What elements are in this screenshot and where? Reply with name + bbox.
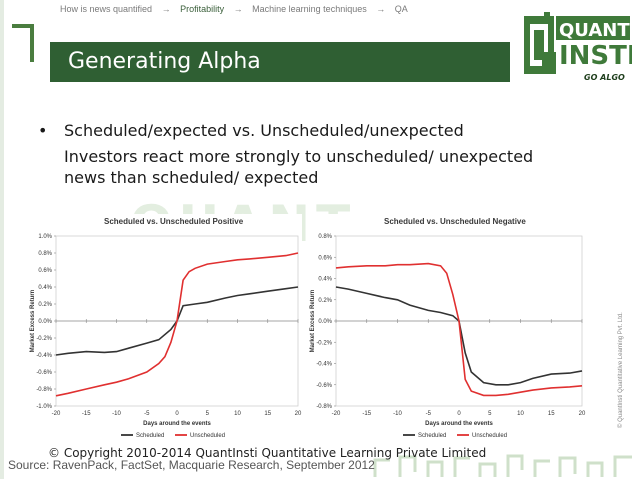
- legend-label: Unscheduled: [472, 433, 507, 439]
- breadcrumb-item-ml[interactable]: Machine learning techniques: [252, 4, 367, 14]
- chart-title: Scheduled vs. Unscheduled Negative: [384, 217, 526, 226]
- bullet-text: Scheduled/expected vs. Unscheduled/unexp…: [64, 121, 464, 140]
- x-tick-label: -20: [332, 411, 341, 417]
- decorative-pattern: [373, 454, 632, 477]
- y-tick-label: -0.4%: [316, 362, 332, 368]
- y-tick-label: -0.8%: [316, 404, 332, 410]
- chart-positive-svg: 1.0% 0.8% 0.6% 0.4% 0.2% 0.0% -0.2% -0.4% -0.6% -…: [30, 234, 302, 439]
- breadcrumb-item-profitability[interactable]: Profitability: [180, 4, 225, 14]
- left-accent-strip: [0, 0, 4, 479]
- chart-negative: Scheduled vs. Unscheduled Negative 0.8% 0…: [306, 214, 588, 446]
- y-axis-label: Market Excess Return: [30, 289, 36, 352]
- x-tick-label: 10: [517, 411, 524, 417]
- bullet-item: • Scheduled/expected vs. Unscheduled/une…: [38, 120, 598, 141]
- bullet-block: • Scheduled/expected vs. Unscheduled/une…: [38, 120, 598, 188]
- side-copyright-text: © QuantInsti Quantitative Learning Pvt. …: [617, 312, 624, 428]
- y-tick-label: 0.8%: [38, 251, 52, 257]
- y-tick-label: 0.4%: [38, 285, 52, 291]
- side-copyright: © QuantInsti Quantitative Learning Pvt. …: [617, 312, 624, 428]
- breadcrumb-item-qa[interactable]: QA: [394, 4, 408, 14]
- series-line-unscheduled: [335, 262, 583, 397]
- y-tick-label: 0.0%: [318, 319, 332, 325]
- y-tick-label: -0.8%: [36, 387, 52, 393]
- x-tick-label: 20: [295, 411, 302, 417]
- x-tick-label: 15: [548, 411, 555, 417]
- y-tick-label: -0.2%: [36, 336, 52, 342]
- corner-bracket-icon: [12, 24, 34, 62]
- y-tick-label: 1.0%: [38, 234, 52, 240]
- sub-text-line-2: news than scheduled/ expected: [64, 168, 319, 187]
- logo-text-insti: INSTI: [559, 41, 632, 71]
- x-tick-label: 10: [234, 411, 241, 417]
- y-tick-label: -0.2%: [316, 340, 332, 346]
- breadcrumb-item-news[interactable]: How is news quantified: [60, 4, 153, 14]
- y-tick-label: -0.6%: [36, 370, 52, 376]
- series-line-scheduled: [335, 286, 583, 386]
- logo-text-quant: QUANT: [559, 20, 630, 41]
- y-tick-label: -1.0%: [36, 404, 52, 410]
- legend-label: Scheduled: [418, 433, 446, 439]
- copyright-text: © Copyright 2010-2014 QuantInsti Quantit…: [48, 446, 487, 460]
- x-axis-label: Days around the events: [143, 421, 211, 427]
- y-tick-label: -0.4%: [36, 353, 52, 359]
- chart-title: Scheduled vs. Unscheduled Positive: [104, 217, 244, 226]
- x-tick-label: 0: [175, 411, 179, 417]
- x-axis-label: Days around the events: [425, 421, 493, 427]
- x-tick-label: -5: [144, 411, 150, 417]
- breadcrumb: How is news quantified → Profitability →…: [60, 4, 415, 14]
- y-tick-label: -0.6%: [316, 383, 332, 389]
- x-tick-label: -10: [393, 411, 402, 417]
- breadcrumb-separator: →: [161, 4, 171, 14]
- y-tick-label: 0.8%: [318, 234, 332, 240]
- x-tick-label: -15: [82, 411, 91, 417]
- y-tick-label: 0.2%: [38, 302, 52, 308]
- y-tick-label: 0.6%: [38, 268, 52, 274]
- chart-negative-svg: 0.8% 0.6% 0.4% 0.2% 0.0% -0.2% -0.4% -0.6% -0.8%…: [310, 234, 586, 439]
- source-text: Source: RavenPack, FactSet, Macquarie Re…: [8, 458, 375, 472]
- series-line-unscheduled: [55, 252, 299, 397]
- legend-label: Unscheduled: [190, 433, 225, 439]
- x-tick-label: 20: [579, 411, 586, 417]
- bullet-dot: •: [38, 121, 48, 140]
- y-tick-label: 0.4%: [318, 277, 332, 283]
- y-tick-label: 0.2%: [318, 298, 332, 304]
- sub-text-line-1: Investors react more strongly to unsched…: [64, 147, 534, 166]
- x-tick-label: 15: [264, 411, 271, 417]
- breadcrumb-separator: →: [233, 4, 243, 14]
- x-tick-label: -5: [426, 411, 432, 417]
- y-tick-label: 0.6%: [318, 255, 332, 261]
- y-axis-label: Market Excess Return: [310, 289, 316, 352]
- y-tick-label: 0.0%: [38, 319, 52, 325]
- legend-label: Scheduled: [136, 433, 164, 439]
- x-tick-label: 5: [206, 411, 210, 417]
- quantinsti-logo: QUANT INSTI GO ALGO: [524, 12, 632, 82]
- slide-title: Generating Alpha: [68, 49, 261, 74]
- x-tick-label: -15: [362, 411, 371, 417]
- x-tick-label: -20: [52, 411, 61, 417]
- title-bar: [50, 42, 510, 82]
- x-tick-label: -10: [112, 411, 121, 417]
- x-tick-label: 0: [457, 411, 461, 417]
- x-tick-label: 5: [488, 411, 492, 417]
- chart-positive: Scheduled vs. Unscheduled Positive 1.0% 0…: [26, 214, 302, 446]
- logo-tagline: GO ALGO: [584, 73, 625, 82]
- breadcrumb-separator: →: [376, 4, 386, 14]
